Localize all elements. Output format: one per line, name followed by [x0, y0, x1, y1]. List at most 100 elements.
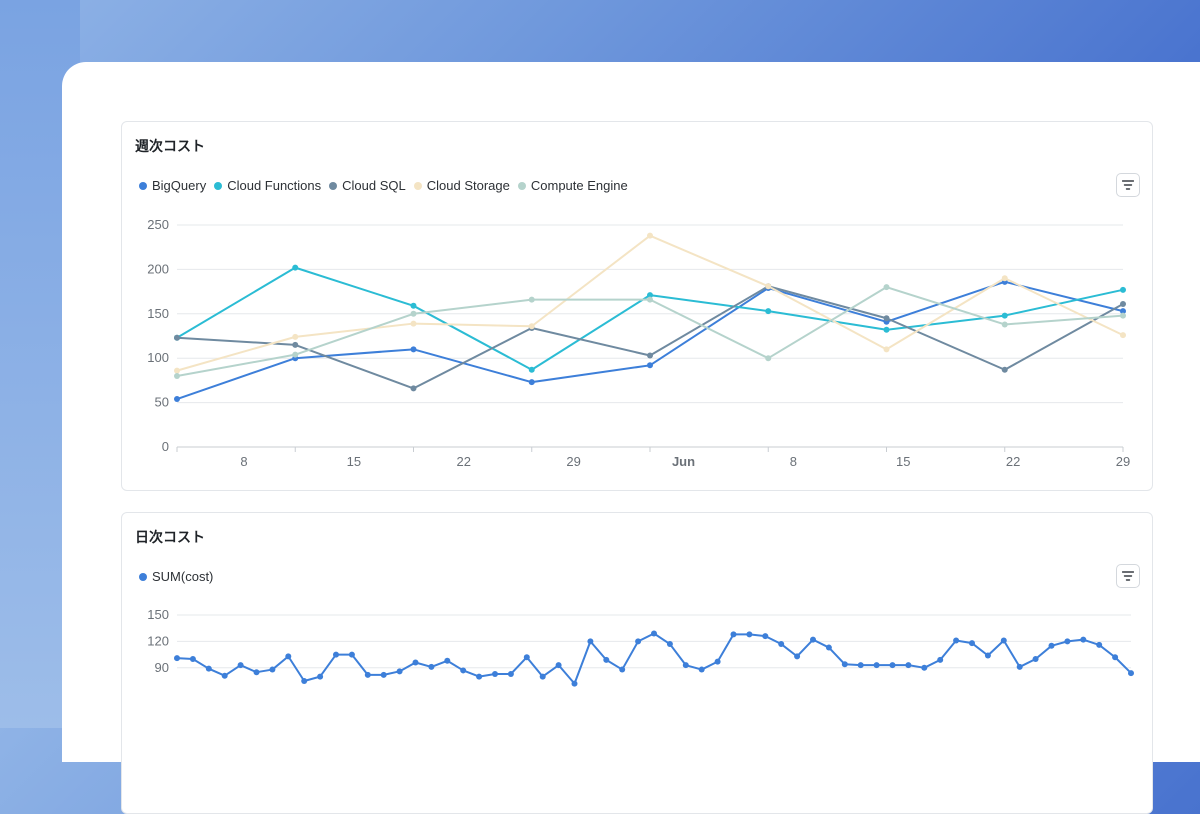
data-point — [635, 638, 642, 645]
legend-item[interactable]: Cloud Functions — [214, 178, 321, 193]
data-point — [348, 651, 355, 658]
weekly-cost-chart: 0 50 100 150 200 250 8 15 22 29 Jun 8 15 22 29 — [147, 217, 1130, 469]
data-point — [528, 323, 535, 330]
data-point — [883, 284, 890, 291]
data-point — [410, 346, 417, 353]
data-point — [528, 379, 535, 386]
data-point — [507, 670, 514, 677]
data-point — [174, 334, 180, 341]
data-point — [410, 310, 417, 317]
y-tick-label: 200 — [147, 261, 169, 276]
data-point — [1001, 321, 1008, 328]
data-point — [889, 662, 896, 669]
y-tick-label: 120 — [147, 633, 169, 648]
data-point — [1080, 636, 1087, 643]
data-point — [619, 666, 626, 673]
data-point — [410, 385, 417, 392]
legend-item[interactable]: Compute Engine — [517, 178, 628, 193]
data-point — [825, 644, 832, 651]
data-point — [587, 638, 594, 645]
data-point — [682, 662, 689, 669]
data-point — [765, 308, 772, 315]
x-tick-label: 15 — [347, 454, 361, 469]
data-point — [765, 283, 772, 290]
legend-item[interactable]: SUM(cost) — [139, 569, 213, 584]
data-point — [1001, 275, 1008, 282]
legend-item[interactable]: BigQuery — [139, 178, 206, 193]
data-point — [189, 656, 196, 662]
data-point — [714, 658, 721, 665]
filter-button[interactable] — [1116, 564, 1140, 588]
legend-dot — [517, 181, 526, 190]
data-point — [883, 315, 890, 322]
legend-item[interactable]: Cloud SQL — [329, 178, 406, 193]
data-point — [301, 678, 308, 684]
weekly-cost-card: 週次コスト BigQuery Cloud Functions Cloud SQL Cl… — [121, 121, 1153, 491]
data-point — [1064, 638, 1071, 645]
data-point — [647, 362, 653, 369]
data-point — [984, 652, 991, 659]
y-tick-label: 150 — [147, 306, 169, 321]
data-point — [647, 352, 653, 359]
legend-dot — [329, 181, 338, 190]
legend-label: Cloud SQL — [342, 178, 406, 193]
y-tick-label: 50 — [155, 395, 169, 410]
data-point — [476, 673, 483, 680]
series-line — [176, 234, 1124, 372]
x-tick-label: 29 — [566, 454, 580, 469]
x-tick-label: 8 — [790, 454, 797, 469]
data-point — [810, 636, 816, 643]
data-point — [666, 641, 673, 648]
legend-item[interactable]: Cloud Storage — [413, 178, 510, 193]
daily-cost-card: 日次コスト SUM(cost) 90 120 150 — [121, 512, 1153, 814]
data-point — [410, 320, 417, 327]
data-point — [428, 663, 435, 670]
data-point — [765, 355, 772, 362]
data-point — [285, 653, 292, 660]
data-point — [237, 662, 244, 669]
x-tick-label: 29 — [1116, 454, 1130, 469]
data-point — [555, 662, 562, 669]
data-point — [762, 633, 769, 640]
data-point — [1120, 312, 1126, 319]
data-point — [292, 333, 299, 340]
data-point — [1128, 670, 1134, 677]
data-point — [292, 264, 299, 271]
data-point — [730, 631, 737, 638]
y-tick-label: 90 — [155, 660, 169, 675]
y-tick-label: 0 — [162, 439, 169, 454]
data-point — [174, 367, 180, 374]
data-point — [857, 662, 864, 669]
data-point — [292, 341, 299, 348]
data-point — [380, 671, 387, 678]
filter-button[interactable] — [1116, 173, 1140, 197]
data-point — [883, 326, 890, 333]
data-point — [603, 656, 610, 663]
data-point — [969, 640, 975, 647]
data-point — [905, 662, 912, 669]
legend-label: Cloud Storage — [426, 178, 510, 193]
data-point — [539, 673, 546, 680]
data-point — [444, 657, 451, 664]
data-point — [651, 630, 657, 637]
data-point — [873, 662, 880, 669]
data-point — [523, 654, 530, 661]
chart-legend: SUM(cost) — [139, 569, 215, 584]
data-point — [269, 666, 276, 673]
legend-dot — [139, 572, 147, 581]
data-point — [647, 232, 653, 239]
data-point — [253, 669, 260, 676]
data-point — [1001, 366, 1008, 373]
legend-dot — [139, 181, 147, 190]
data-point — [528, 296, 535, 303]
data-point — [1096, 641, 1103, 648]
filter-icon — [1122, 180, 1134, 190]
data-point — [174, 655, 180, 662]
data-point — [1120, 301, 1126, 308]
data-point — [364, 671, 371, 678]
data-point — [221, 672, 228, 679]
x-tick-label: Jun — [672, 454, 695, 469]
data-point — [698, 666, 705, 673]
x-tick-label: 8 — [240, 454, 247, 469]
y-tick-label: 150 — [147, 607, 169, 622]
